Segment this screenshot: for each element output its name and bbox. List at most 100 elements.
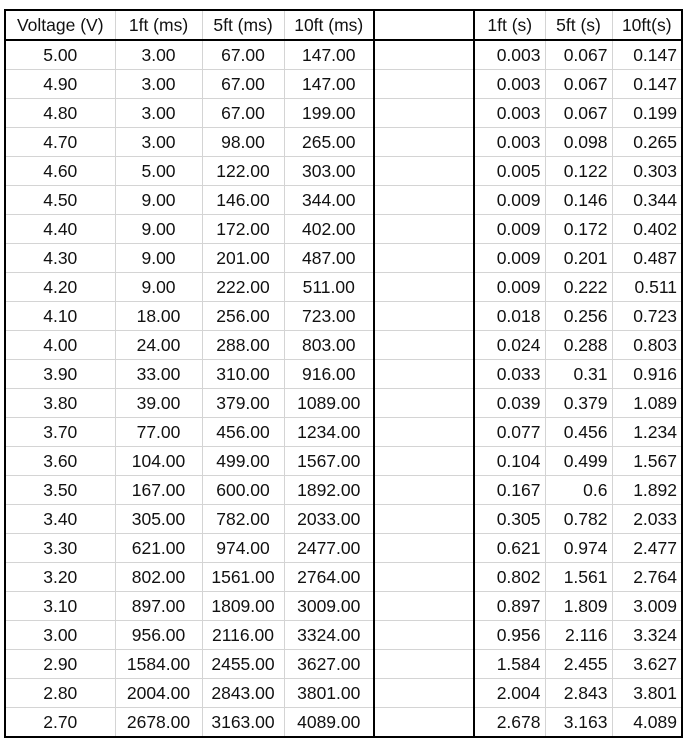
- table-cell[interactable]: 3801.00: [283, 678, 375, 708]
- empty-cell[interactable]: [373, 707, 424, 738]
- empty-cell[interactable]: [424, 185, 474, 215]
- empty-cell[interactable]: [373, 649, 424, 679]
- table-cell[interactable]: 782.00: [201, 504, 285, 534]
- table-cell[interactable]: 98.00: [201, 127, 285, 157]
- table-cell[interactable]: 0.621: [473, 533, 546, 563]
- table-cell[interactable]: 67.00: [201, 39, 285, 70]
- empty-cell[interactable]: [373, 214, 424, 244]
- table-cell[interactable]: 3.00: [114, 98, 203, 128]
- empty-cell[interactable]: [424, 504, 474, 534]
- table-cell[interactable]: 3.20: [4, 562, 116, 592]
- table-cell[interactable]: 0.897: [473, 591, 546, 621]
- empty-cell[interactable]: [373, 156, 424, 186]
- table-cell[interactable]: 0.511: [611, 272, 683, 302]
- table-cell[interactable]: 1089.00: [283, 388, 375, 418]
- table-cell[interactable]: 1.089: [611, 388, 683, 418]
- column-header[interactable]: 1ft (ms): [114, 9, 203, 41]
- table-cell[interactable]: 1.892: [611, 475, 683, 505]
- table-cell[interactable]: 0.003: [473, 39, 546, 70]
- empty-cell[interactable]: [373, 272, 424, 302]
- table-cell[interactable]: 0.199: [611, 98, 683, 128]
- table-cell[interactable]: 0.344: [611, 185, 683, 215]
- table-cell[interactable]: 0.916: [611, 359, 683, 389]
- table-cell[interactable]: 0.379: [544, 388, 613, 418]
- table-cell[interactable]: 0.402: [611, 214, 683, 244]
- table-cell[interactable]: 2455.00: [201, 649, 285, 679]
- empty-cell[interactable]: [424, 330, 474, 360]
- table-cell[interactable]: 2.116: [544, 620, 613, 650]
- table-cell[interactable]: 2477.00: [283, 533, 375, 563]
- table-cell[interactable]: 2.80: [4, 678, 116, 708]
- empty-cell[interactable]: [424, 359, 474, 389]
- table-cell[interactable]: 2033.00: [283, 504, 375, 534]
- empty-cell[interactable]: [373, 301, 424, 331]
- table-cell[interactable]: 0.956: [473, 620, 546, 650]
- table-cell[interactable]: 0.723: [611, 301, 683, 331]
- table-cell[interactable]: 379.00: [201, 388, 285, 418]
- table-cell[interactable]: 3.801: [611, 678, 683, 708]
- table-cell[interactable]: 0.222: [544, 272, 613, 302]
- column-header[interactable]: 10ft (ms): [283, 9, 375, 41]
- table-cell[interactable]: 3.30: [4, 533, 116, 563]
- empty-cell[interactable]: [424, 272, 474, 302]
- table-cell[interactable]: 974.00: [201, 533, 285, 563]
- column-header[interactable]: 10ft(s): [611, 9, 683, 41]
- table-cell[interactable]: 499.00: [201, 446, 285, 476]
- empty-cell[interactable]: [373, 417, 424, 447]
- table-cell[interactable]: 0.499: [544, 446, 613, 476]
- table-cell[interactable]: 39.00: [114, 388, 203, 418]
- table-cell[interactable]: 956.00: [114, 620, 203, 650]
- table-cell[interactable]: 2.678: [473, 707, 546, 738]
- table-cell[interactable]: 9.00: [114, 185, 203, 215]
- table-cell[interactable]: 0.122: [544, 156, 613, 186]
- table-cell[interactable]: 0.039: [473, 388, 546, 418]
- empty-cell[interactable]: [424, 69, 474, 99]
- table-cell[interactable]: 0.067: [544, 69, 613, 99]
- table-cell[interactable]: 305.00: [114, 504, 203, 534]
- table-cell[interactable]: 167.00: [114, 475, 203, 505]
- empty-cell[interactable]: [373, 591, 424, 621]
- table-cell[interactable]: 0.033: [473, 359, 546, 389]
- table-cell[interactable]: 511.00: [283, 272, 375, 302]
- empty-cell[interactable]: [373, 562, 424, 592]
- table-cell[interactable]: 0.147: [611, 69, 683, 99]
- table-cell[interactable]: 5.00: [114, 156, 203, 186]
- table-cell[interactable]: 3627.00: [283, 649, 375, 679]
- empty-cell[interactable]: [424, 649, 474, 679]
- table-cell[interactable]: 0.172: [544, 214, 613, 244]
- table-cell[interactable]: 802.00: [114, 562, 203, 592]
- table-cell[interactable]: 303.00: [283, 156, 375, 186]
- table-cell[interactable]: 0.265: [611, 127, 683, 157]
- table-cell[interactable]: 0.305: [473, 504, 546, 534]
- table-cell[interactable]: 172.00: [201, 214, 285, 244]
- table-cell[interactable]: 3.009: [611, 591, 683, 621]
- table-cell[interactable]: 9.00: [114, 214, 203, 244]
- empty-cell[interactable]: [424, 707, 474, 738]
- table-cell[interactable]: 147.00: [283, 39, 375, 70]
- table-cell[interactable]: 487.00: [283, 243, 375, 273]
- table-cell[interactable]: 9.00: [114, 243, 203, 273]
- table-cell[interactable]: 1561.00: [201, 562, 285, 592]
- empty-cell[interactable]: [373, 533, 424, 563]
- table-cell[interactable]: 2004.00: [114, 678, 203, 708]
- table-cell[interactable]: 3.627: [611, 649, 683, 679]
- empty-cell[interactable]: [373, 678, 424, 708]
- table-cell[interactable]: 3.163: [544, 707, 613, 738]
- table-cell[interactable]: 1584.00: [114, 649, 203, 679]
- empty-cell[interactable]: [424, 446, 474, 476]
- table-cell[interactable]: 0.009: [473, 243, 546, 273]
- table-cell[interactable]: 0.31: [544, 359, 613, 389]
- table-cell[interactable]: 3.40: [4, 504, 116, 534]
- table-cell[interactable]: 1.809: [544, 591, 613, 621]
- table-cell[interactable]: 2764.00: [283, 562, 375, 592]
- empty-cell[interactable]: [424, 127, 474, 157]
- table-cell[interactable]: 0.067: [544, 39, 613, 70]
- table-cell[interactable]: 0.6: [544, 475, 613, 505]
- table-cell[interactable]: 3.70: [4, 417, 116, 447]
- table-cell[interactable]: 4.80: [4, 98, 116, 128]
- table-cell[interactable]: 0.256: [544, 301, 613, 331]
- table-cell[interactable]: 0.009: [473, 214, 546, 244]
- table-cell[interactable]: 1234.00: [283, 417, 375, 447]
- table-cell[interactable]: 0.456: [544, 417, 613, 447]
- table-cell[interactable]: 0.201: [544, 243, 613, 273]
